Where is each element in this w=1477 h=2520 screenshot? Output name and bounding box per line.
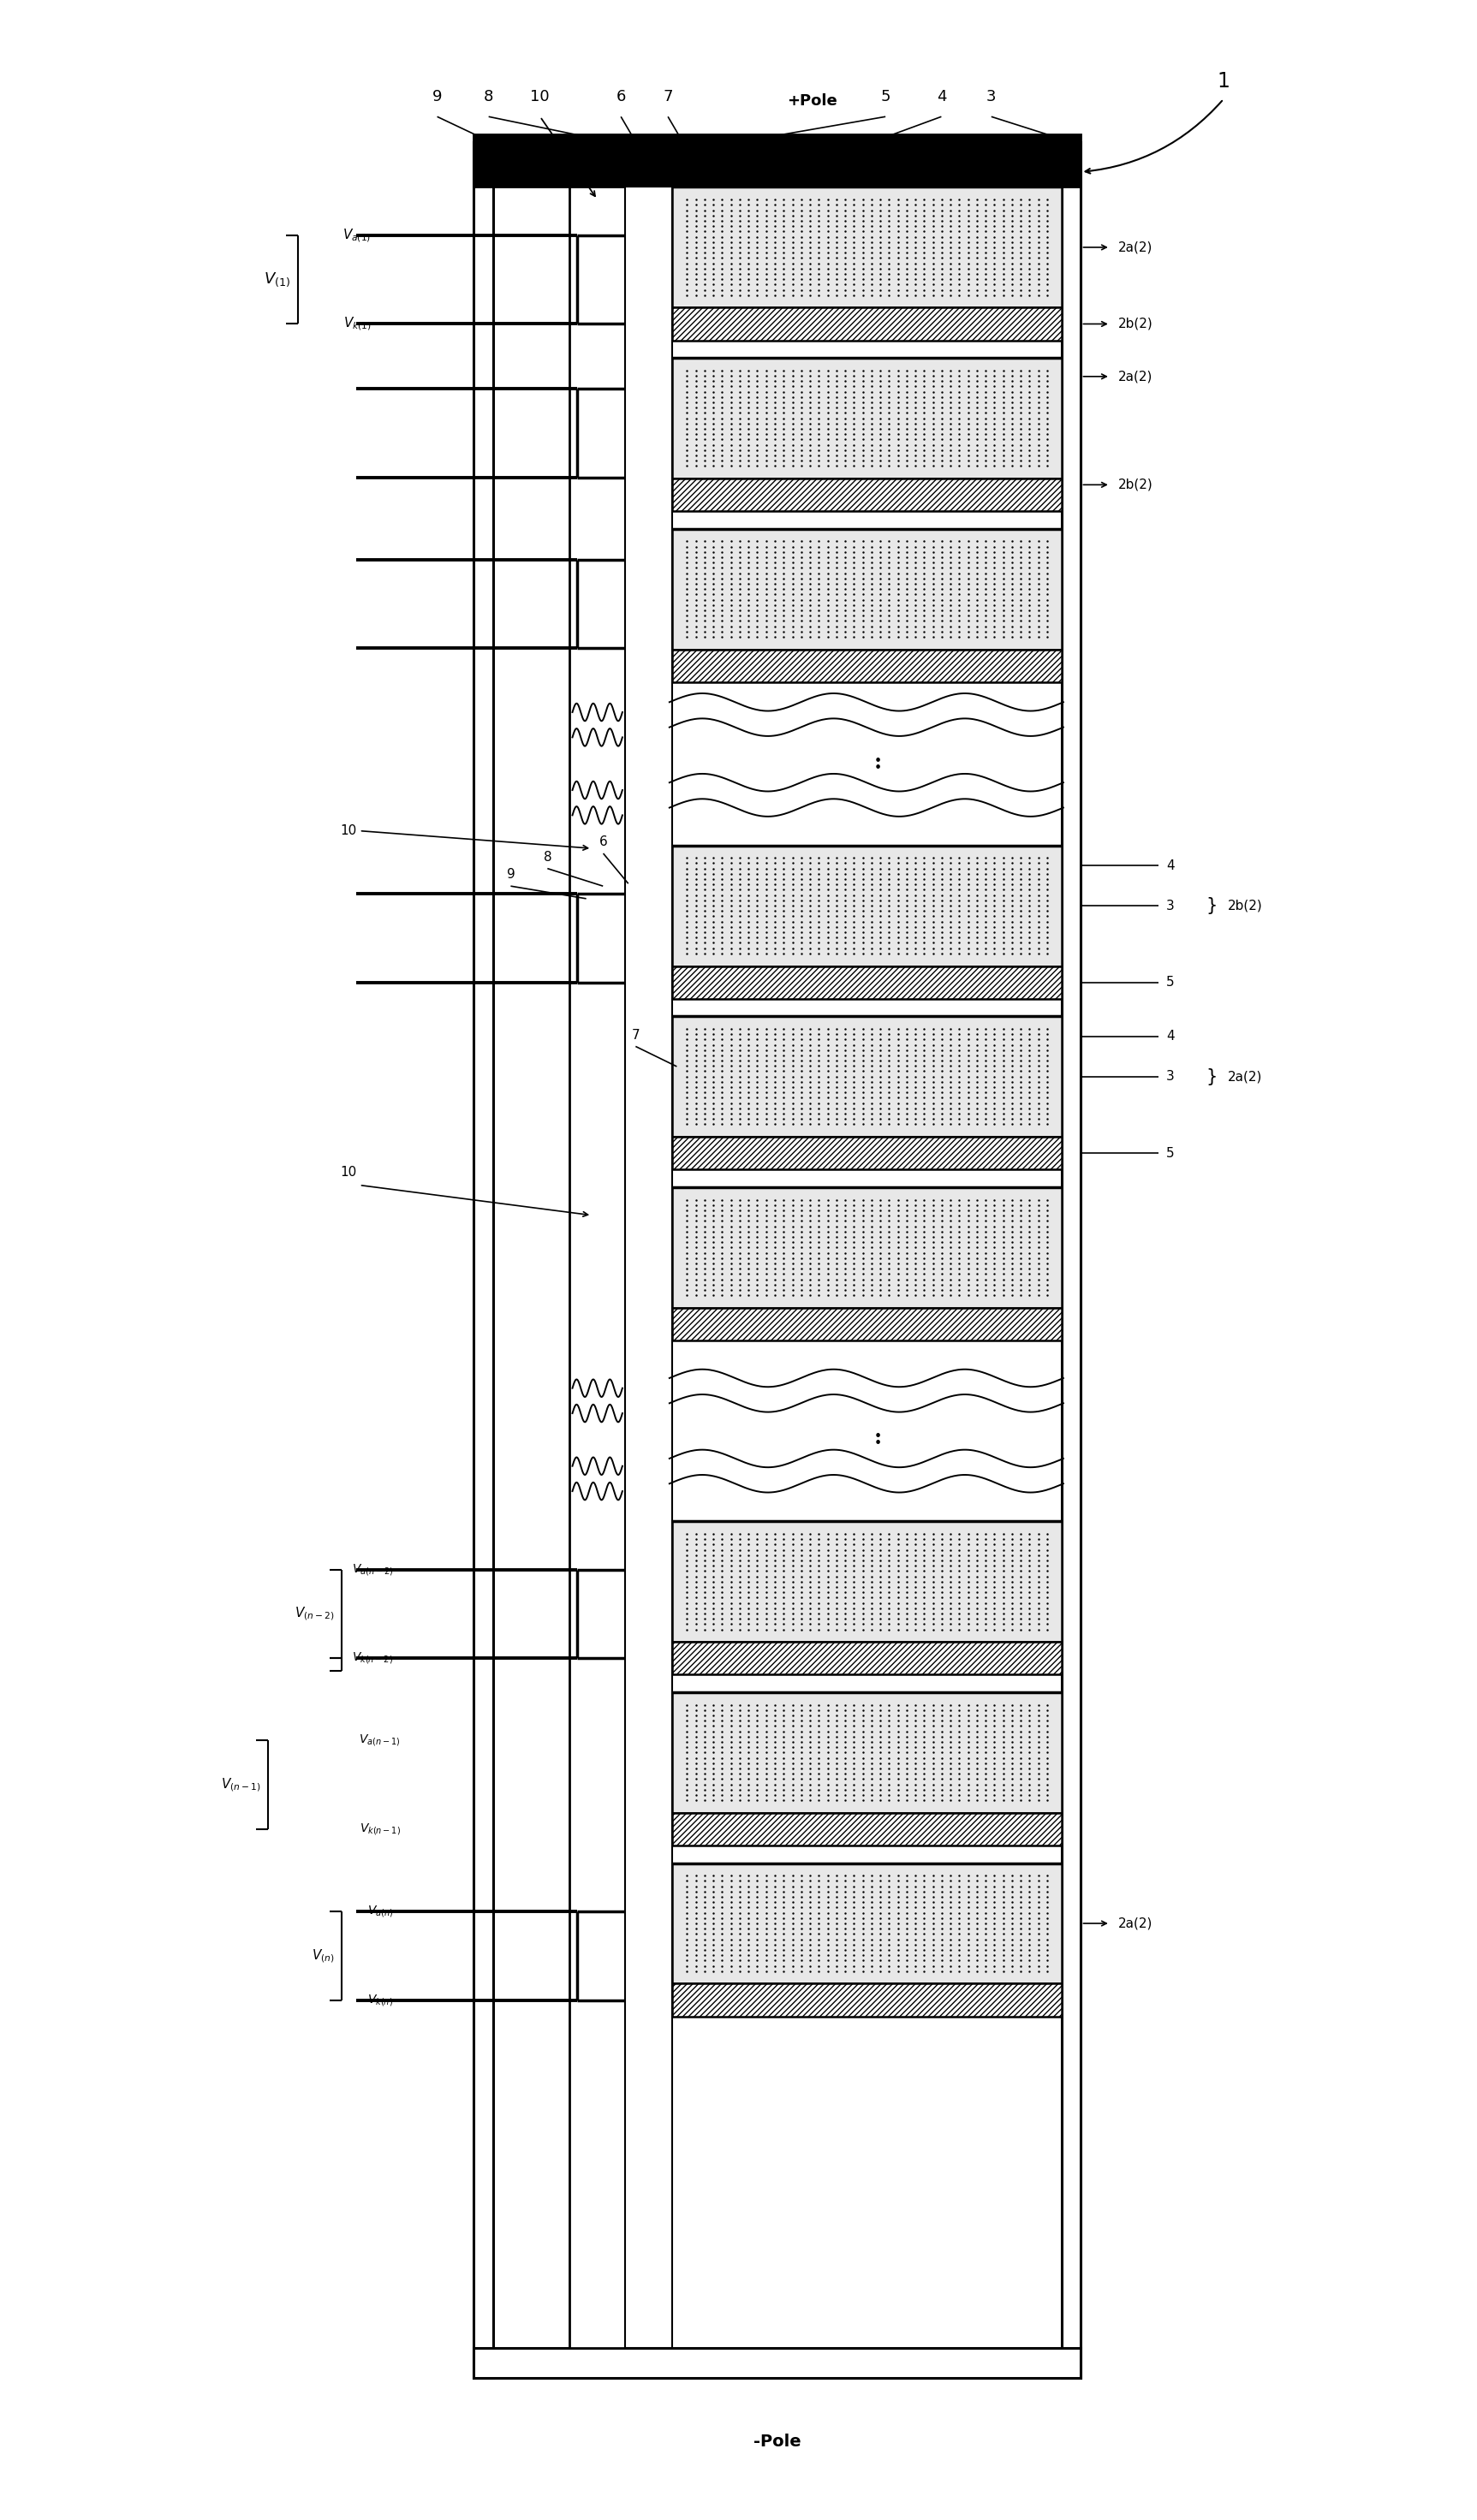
Text: $V_{k(n-1)}$: $V_{k(n-1)}$ [359,1822,400,1837]
Bar [474,134,1081,186]
Text: 5: 5 [880,88,891,103]
Text: $V_{a(1)}$: $V_{a(1)}$ [343,227,371,244]
Bar [474,141,493,2379]
Text: 2b(2): 2b(2) [1227,900,1263,912]
Text: 2a(2): 2a(2) [1118,1918,1152,1930]
Text: 2a(2): 2a(2) [1118,242,1152,255]
Bar [672,1693,1062,1812]
Text: 4: 4 [1167,859,1174,872]
Bar [672,1187,1062,1308]
Bar [672,1862,1062,1983]
Text: 6: 6 [600,837,607,849]
Text: 4: 4 [1167,1031,1174,1043]
Text: $V_{(n)}$: $V_{(n)}$ [312,1948,334,1963]
Bar [1062,141,1081,2379]
Text: 3: 3 [987,88,997,103]
Bar [672,650,1062,683]
Text: 7: 7 [663,88,674,103]
Text: $V_{(n-1)}$: $V_{(n-1)}$ [222,1777,261,1794]
Text: $V_{k(n-2)}$: $V_{k(n-2)}$ [352,1651,393,1666]
Text: 2a(2): 2a(2) [1118,370,1152,383]
Bar [672,1643,1062,1676]
Text: 8: 8 [484,88,493,103]
Text: 10: 10 [340,1167,356,1179]
Bar [474,2349,1081,2379]
Bar [570,186,625,2349]
Text: 2b(2): 2b(2) [1118,318,1152,330]
Bar [672,307,1062,340]
Text: $V_{(n-2)}$: $V_{(n-2)}$ [294,1605,334,1623]
Text: :: : [874,751,882,774]
Text: $V_{a(n-2)}$: $V_{a(n-2)}$ [352,1562,393,1578]
Bar [672,965,1062,998]
Bar [672,844,1062,965]
Text: 9: 9 [433,88,442,103]
Text: 4: 4 [936,88,947,103]
Text: $V_{k(1)}$: $V_{k(1)}$ [343,315,371,333]
Text: $V_{a(n-1)}$: $V_{a(n-1)}$ [359,1734,400,1749]
Text: -Pole: -Pole [753,2434,801,2449]
Text: 10: 10 [530,88,549,103]
Text: 6: 6 [616,88,626,103]
Text: 2a(2): 2a(2) [1227,1071,1263,1084]
Text: 9: 9 [507,869,515,882]
Bar [672,1522,1062,1643]
Bar [672,1308,1062,1341]
Text: 3: 3 [1167,900,1174,912]
Bar [672,529,1062,650]
Text: 5: 5 [1167,1147,1174,1159]
Bar [672,1016,1062,1137]
Text: }: } [1205,897,1217,915]
Text: $V_{a(n)}$: $V_{a(n)}$ [368,1903,393,1920]
Bar [672,479,1062,512]
Bar [672,186,1062,307]
Text: $V_{(1)}$: $V_{(1)}$ [263,270,289,287]
Text: +Pole: +Pole [787,93,837,108]
Text: 5: 5 [1167,975,1174,988]
Bar [672,358,1062,479]
Text: 2b(2): 2b(2) [1118,479,1152,491]
Text: 1: 1 [1217,71,1230,91]
Bar [625,186,672,2349]
Bar [672,1812,1062,1845]
Text: $V_{k(n)}$: $V_{k(n)}$ [368,1993,393,2008]
Text: }: } [1205,1068,1217,1086]
Text: 7: 7 [632,1028,640,1041]
Bar [672,1983,1062,2016]
Text: :: : [874,1429,882,1449]
Text: 10: 10 [340,824,356,837]
Text: 8: 8 [544,852,551,864]
Text: 3: 3 [1167,1071,1174,1084]
Bar [672,1137,1062,1169]
